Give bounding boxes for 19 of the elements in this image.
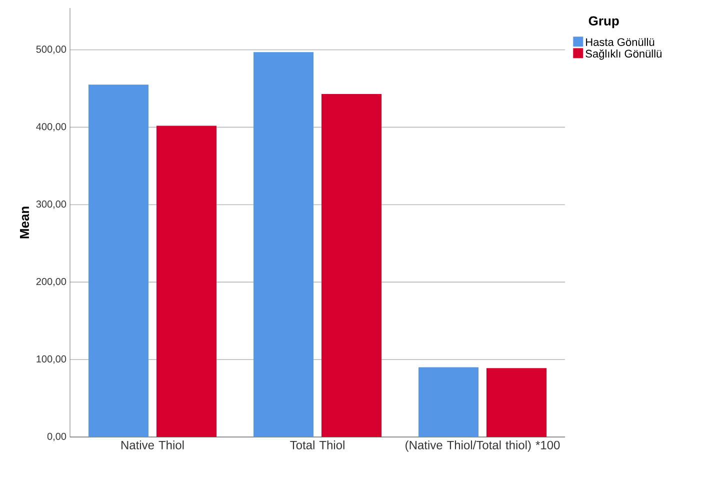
legend-title: Grup: [588, 16, 619, 28]
bar: [254, 52, 314, 437]
x-tick-label: Total Thiol: [290, 440, 344, 450]
x-tick-label: (Native Thiol/Total thiol) *100: [406, 440, 560, 452]
y-tick-label: 100,00: [36, 355, 66, 364]
y-tick-label: 0,00: [47, 432, 66, 442]
bar: [88, 84, 148, 437]
y-tick-label: 200,00: [36, 278, 66, 286]
y-tick-label: 300,00: [36, 200, 66, 209]
legend-label: Sağlıklı Gönüllü: [586, 49, 662, 60]
x-tick-label: Native Thiol: [121, 440, 184, 450]
bar: [486, 368, 547, 437]
y-tick-label: 400,00: [36, 123, 66, 132]
bar: [322, 94, 382, 437]
y-axis-title: Mean: [20, 206, 30, 238]
bar: [156, 126, 216, 437]
y-tick-label: 500,00: [36, 46, 66, 54]
bar: [418, 367, 478, 437]
legend-label: Hasta Gönüllü: [586, 38, 654, 46]
